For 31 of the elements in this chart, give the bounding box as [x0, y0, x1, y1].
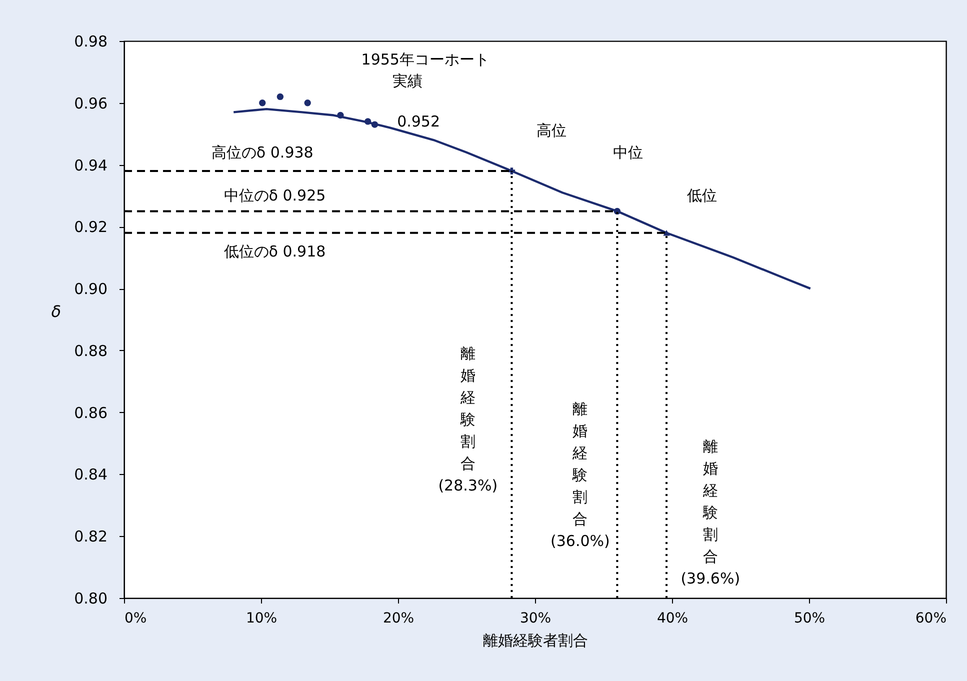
x-tick-label: 40% [656, 610, 688, 626]
annotation: 中位 [613, 143, 644, 162]
x-tick-label: 10% [246, 610, 278, 626]
y-tick-label: 0.80 [74, 590, 108, 608]
y-tick-label: 0.98 [74, 32, 108, 50]
y-tick-label: 0.92 [74, 218, 108, 236]
annotation: 低位のδ 0.918 [224, 242, 326, 260]
annotation: 低位 [687, 186, 718, 205]
annotation: 高位 [536, 122, 566, 140]
annotation: 0.952 [397, 112, 440, 130]
y-tick-label: 0.90 [74, 280, 108, 298]
x-tick-label: 0% [124, 610, 147, 626]
y-tick-label: 0.96 [74, 94, 108, 112]
annotation: 離婚経験割合(28.3%) [438, 344, 498, 495]
y-axis-title: δ [51, 302, 62, 321]
annotation: 離婚経験割合(39.6%) [680, 437, 740, 588]
x-tick-label: 20% [382, 610, 414, 626]
annotation: 1955年コーホート [361, 50, 490, 69]
y-tick-label: 0.84 [74, 466, 108, 484]
annotation: 実績 [392, 72, 423, 90]
y-tick-label: 0.88 [74, 342, 108, 360]
annotation: 離婚経験割合(36.0%) [550, 400, 610, 550]
y-tick-label: 0.94 [74, 156, 108, 174]
x-tick-label: 30% [520, 610, 552, 626]
y-tick-label: 0.86 [74, 404, 108, 422]
x-tick-label: 60% [915, 610, 946, 626]
annotation: 中位のδ 0.925 [224, 186, 326, 205]
annotation: 高位のδ 0.938 [211, 143, 314, 162]
x-axis-title: 離婚経験者割合 [483, 632, 588, 650]
x-tick-label: 50% [794, 610, 826, 626]
y-tick-label: 0.82 [74, 528, 108, 546]
